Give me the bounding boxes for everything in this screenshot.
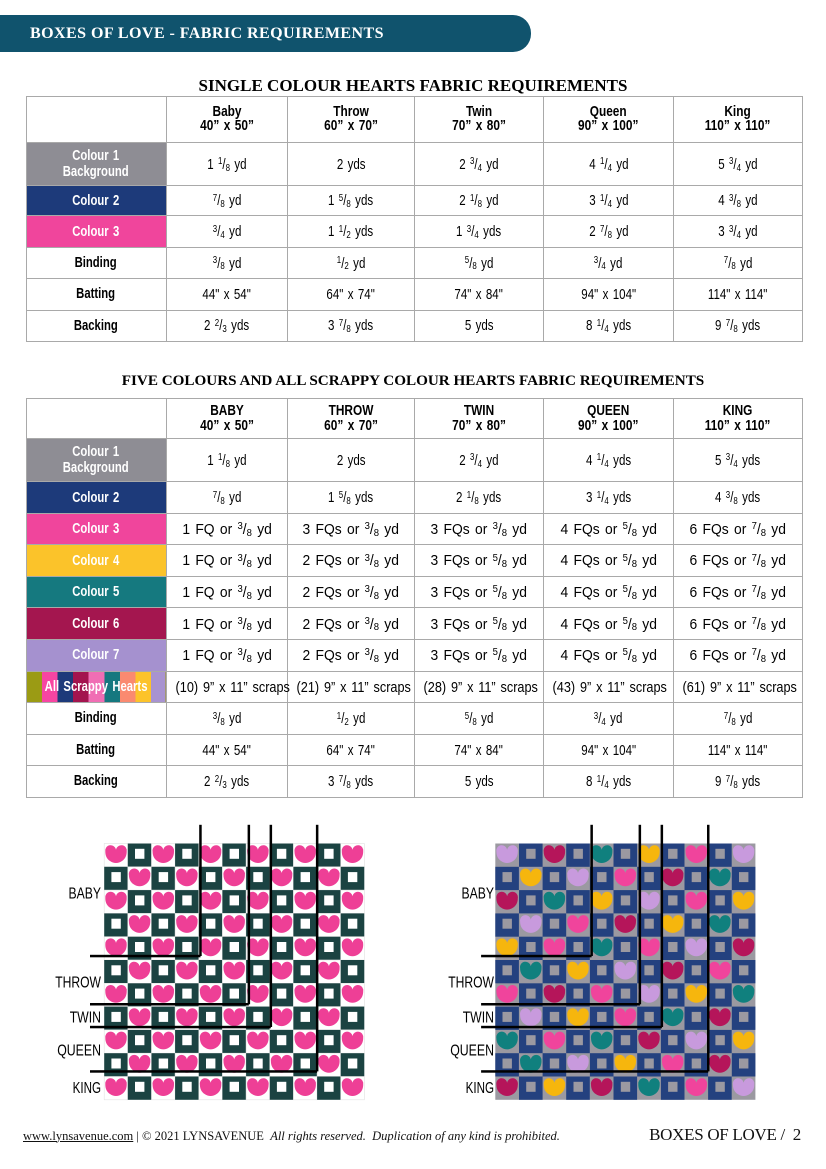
svg-text:KING: KING [73, 1080, 101, 1097]
svg-text:TWIN: TWIN [70, 1010, 101, 1027]
svg-text:QUEEN: QUEEN [450, 1043, 494, 1060]
svg-text:THROW: THROW [55, 974, 101, 991]
svg-text:TWIN: TWIN [463, 1010, 494, 1027]
svg-text:BABY: BABY [462, 886, 495, 903]
svg-text:THROW: THROW [448, 974, 494, 991]
svg-text:BABY: BABY [69, 886, 102, 903]
svg-text:QUEEN: QUEEN [57, 1043, 101, 1060]
svg-text:KING: KING [466, 1080, 494, 1097]
